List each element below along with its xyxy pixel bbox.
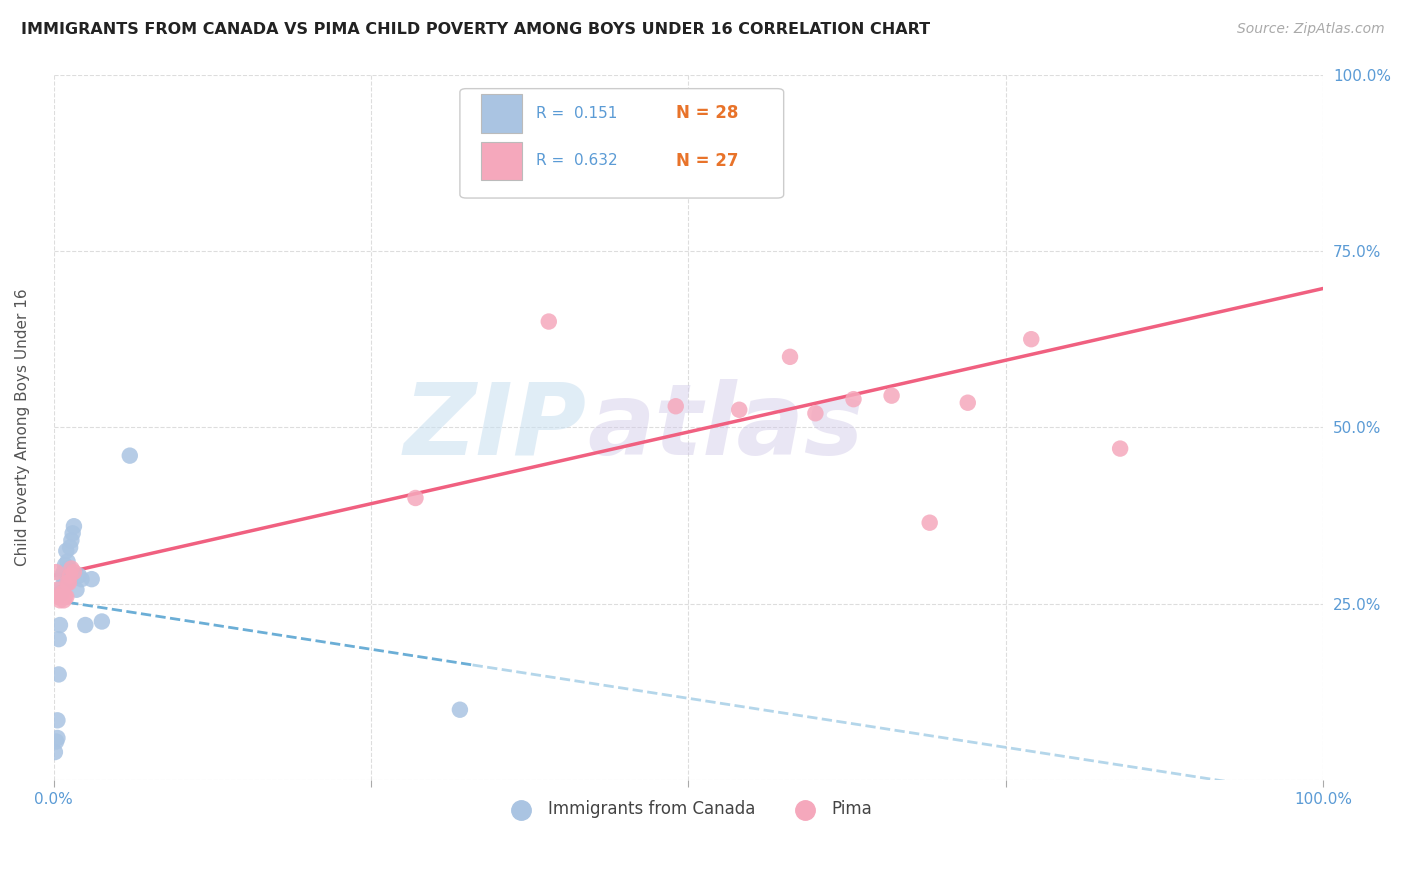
Point xyxy=(65,582,87,597)
Point xyxy=(90,615,112,629)
Point xyxy=(60,561,83,575)
Point xyxy=(46,582,69,597)
Point xyxy=(918,516,941,530)
FancyBboxPatch shape xyxy=(460,88,783,198)
Point xyxy=(48,667,70,681)
Point xyxy=(55,590,77,604)
Point xyxy=(60,533,83,548)
Point xyxy=(404,491,426,505)
Point xyxy=(728,402,751,417)
Text: ZIP: ZIP xyxy=(404,379,586,476)
Point xyxy=(449,703,471,717)
Point xyxy=(56,554,79,568)
Point xyxy=(842,392,865,407)
Text: R =  0.632: R = 0.632 xyxy=(536,153,617,168)
FancyBboxPatch shape xyxy=(481,142,522,180)
Point xyxy=(44,745,66,759)
Point xyxy=(52,565,75,579)
Y-axis label: Child Poverty Among Boys Under 16: Child Poverty Among Boys Under 16 xyxy=(15,289,30,566)
Point xyxy=(45,734,67,748)
Point xyxy=(58,575,80,590)
Point xyxy=(55,544,77,558)
Point xyxy=(49,593,72,607)
Point xyxy=(779,350,801,364)
Point xyxy=(58,561,80,575)
Point xyxy=(53,590,76,604)
Point xyxy=(665,399,688,413)
Text: N = 28: N = 28 xyxy=(676,104,738,122)
FancyBboxPatch shape xyxy=(481,95,522,133)
Point xyxy=(63,519,86,533)
Point xyxy=(51,586,73,600)
Point xyxy=(75,618,97,632)
Point xyxy=(52,593,75,607)
Point xyxy=(804,406,827,420)
Point xyxy=(956,395,979,409)
Point xyxy=(51,568,73,582)
Point xyxy=(880,389,903,403)
Point xyxy=(48,632,70,647)
Point xyxy=(48,590,70,604)
Point xyxy=(537,314,560,328)
Text: Source: ZipAtlas.com: Source: ZipAtlas.com xyxy=(1237,22,1385,37)
Point xyxy=(59,568,82,582)
Point xyxy=(70,572,93,586)
Text: N = 27: N = 27 xyxy=(676,152,738,169)
Point xyxy=(67,568,90,582)
Point xyxy=(63,565,86,579)
Point xyxy=(46,731,69,745)
Text: atlas: atlas xyxy=(586,379,863,476)
Point xyxy=(49,586,72,600)
Point xyxy=(118,449,141,463)
Point xyxy=(51,586,73,600)
Point xyxy=(59,541,82,555)
Point xyxy=(600,166,623,180)
Point xyxy=(56,575,79,590)
Point xyxy=(49,618,72,632)
Point xyxy=(80,572,103,586)
Point xyxy=(51,590,73,604)
Text: R =  0.151: R = 0.151 xyxy=(536,106,617,120)
Point xyxy=(62,526,84,541)
Point xyxy=(46,714,69,728)
Point xyxy=(1109,442,1132,456)
Point xyxy=(51,579,73,593)
Point xyxy=(1019,332,1042,346)
Text: IMMIGRANTS FROM CANADA VS PIMA CHILD POVERTY AMONG BOYS UNDER 16 CORRELATION CHA: IMMIGRANTS FROM CANADA VS PIMA CHILD POV… xyxy=(21,22,931,37)
Legend: Immigrants from Canada, Pima: Immigrants from Canada, Pima xyxy=(498,794,879,825)
Point xyxy=(45,565,67,579)
Point xyxy=(53,558,76,572)
